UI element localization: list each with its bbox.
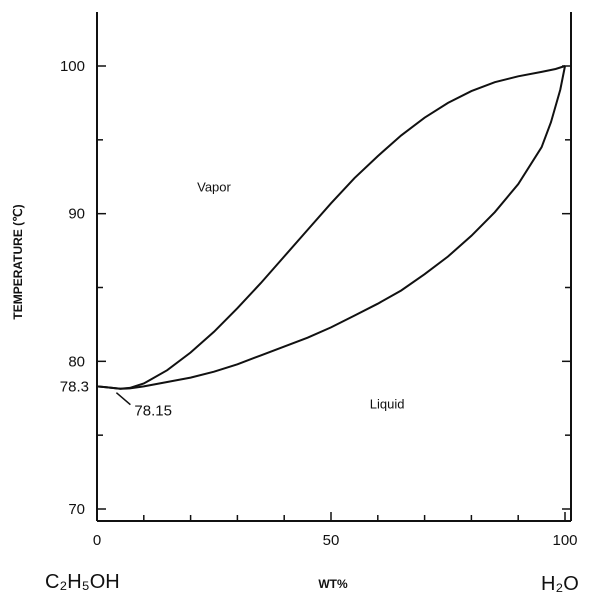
water-end-label: H₂O <box>541 573 579 595</box>
ticks <box>96 65 571 521</box>
y-tick-label: 80 <box>68 353 85 370</box>
axes <box>96 12 572 522</box>
curves <box>96 65 566 390</box>
y-tick-label: 90 <box>68 206 85 223</box>
vapor-region-label: Vapor <box>197 180 231 195</box>
y-value-label-78-3: 78.3 <box>60 378 89 395</box>
vapor-dew-curve <box>96 65 566 390</box>
x-tick-label: 100 <box>552 532 577 549</box>
x-axis-title: WT% <box>318 577 348 591</box>
y-tick-label: 100 <box>60 58 85 75</box>
azeotrope-pointer-line <box>115 392 131 406</box>
tick-labels: 70 80 90 100 0 50 100 <box>60 58 578 549</box>
y-axis-title: TEMPERATURE (℃) <box>11 204 25 319</box>
x-tick-label: 50 <box>323 532 340 549</box>
azeotrope-value-label: 78.15 <box>134 403 172 420</box>
y-tick-label: 70 <box>68 501 85 518</box>
liquid-bubble-curve <box>96 65 566 390</box>
ethanol-end-label: C₂H₅OH <box>45 571 120 593</box>
x-tick-label: 0 <box>93 532 101 549</box>
liquid-region-label: Liquid <box>370 397 405 412</box>
